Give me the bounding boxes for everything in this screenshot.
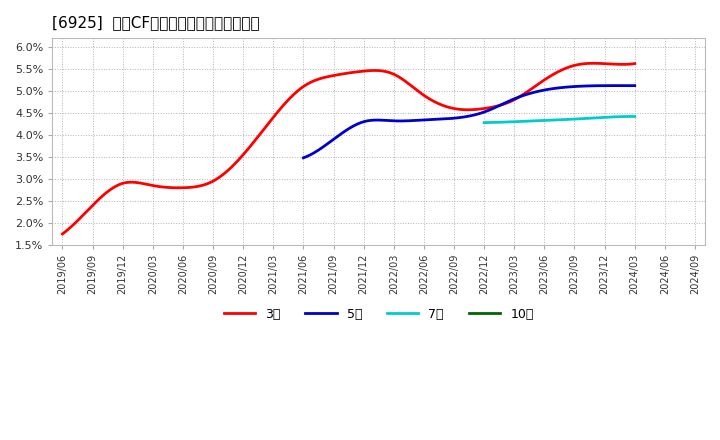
Legend: 3年, 5年, 7年, 10年: 3年, 5年, 7年, 10年 <box>219 303 539 326</box>
Text: [6925]  営業CFマージンの標準偏差の推移: [6925] 営業CFマージンの標準偏差の推移 <box>53 15 260 30</box>
